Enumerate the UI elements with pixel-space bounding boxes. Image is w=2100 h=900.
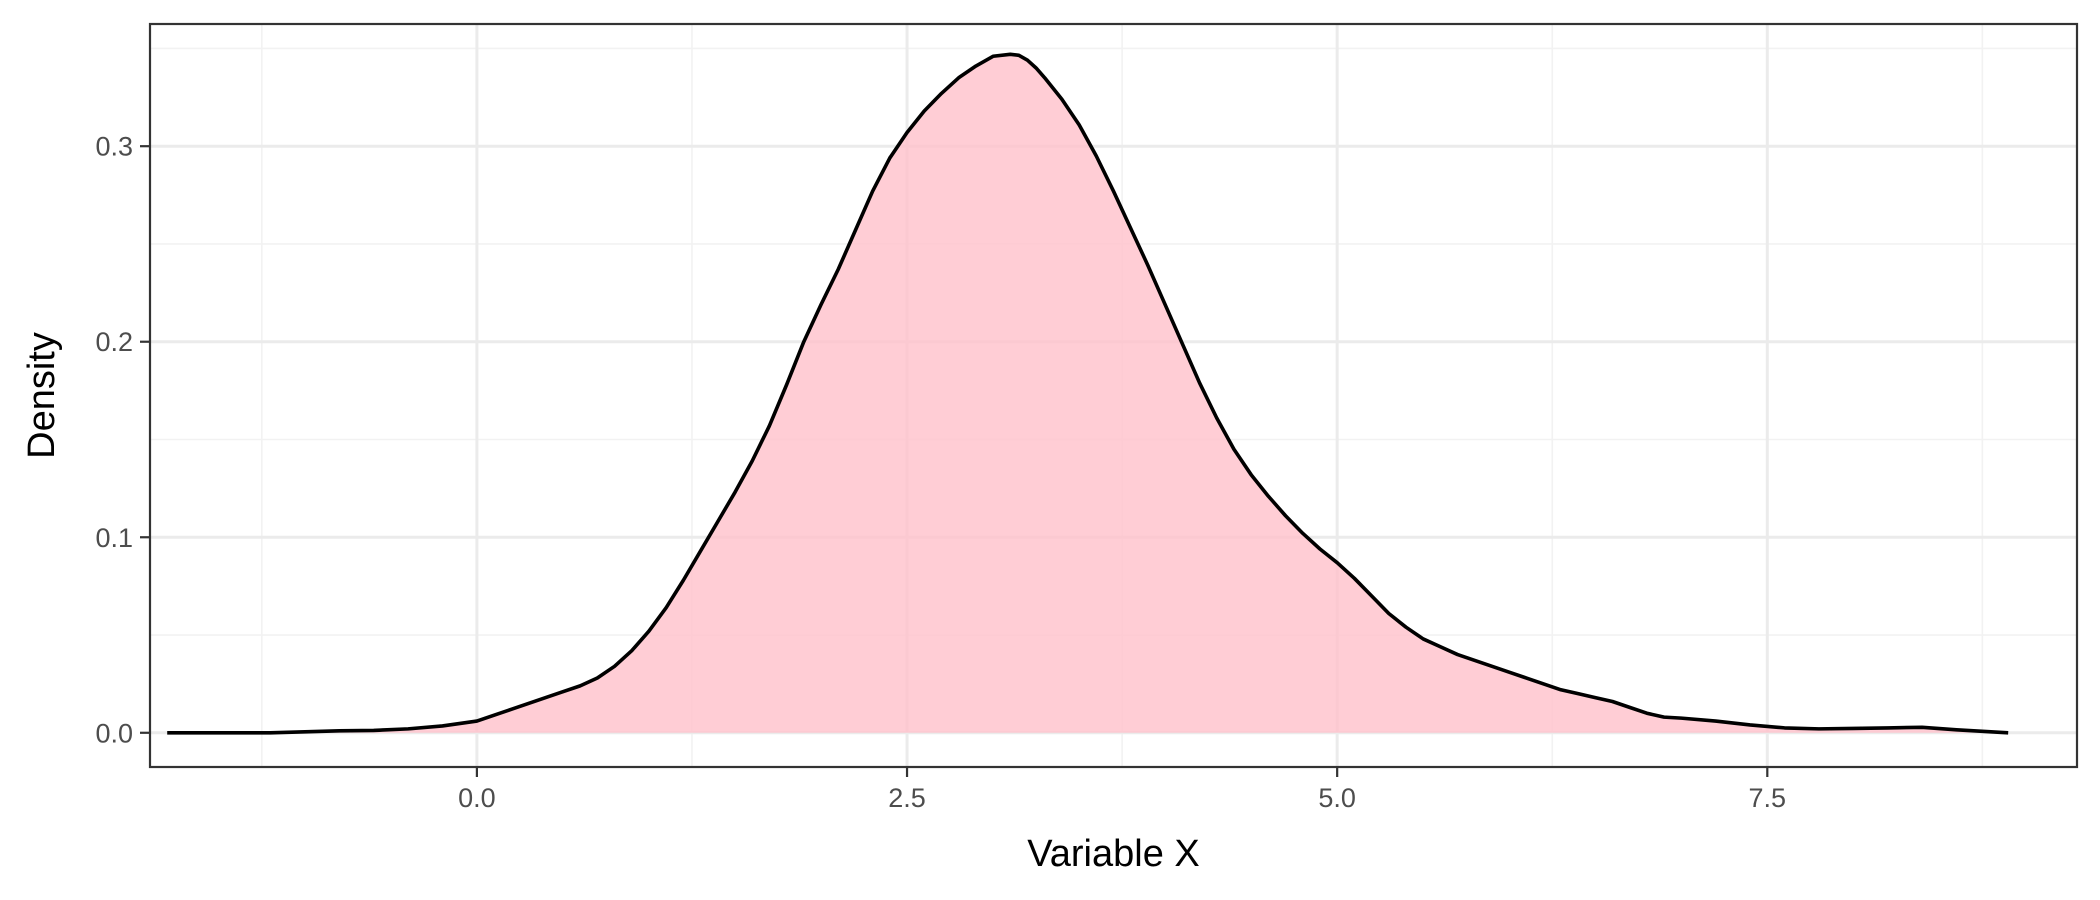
y-tick-label: 0.0 bbox=[95, 718, 133, 748]
x-axis: 0.0 2.5 5.0 7.5 bbox=[458, 767, 1786, 813]
y-axis-title: Density bbox=[21, 332, 63, 459]
x-tick-label: 0.0 bbox=[458, 783, 496, 813]
y-tick-label: 0.2 bbox=[95, 327, 133, 357]
x-tick-label: 2.5 bbox=[888, 783, 926, 813]
y-axis: 0.0 0.1 0.2 0.3 bbox=[95, 132, 150, 748]
x-tick-label: 5.0 bbox=[1318, 783, 1356, 813]
x-tick-label: 7.5 bbox=[1749, 783, 1787, 813]
y-tick-label: 0.1 bbox=[95, 523, 133, 553]
y-tick-label: 0.3 bbox=[95, 132, 133, 162]
x-axis-title: Variable X bbox=[1027, 833, 1200, 875]
density-area bbox=[167, 54, 2009, 733]
density-curve bbox=[167, 52, 2009, 735]
panel-border bbox=[148, 22, 2079, 769]
